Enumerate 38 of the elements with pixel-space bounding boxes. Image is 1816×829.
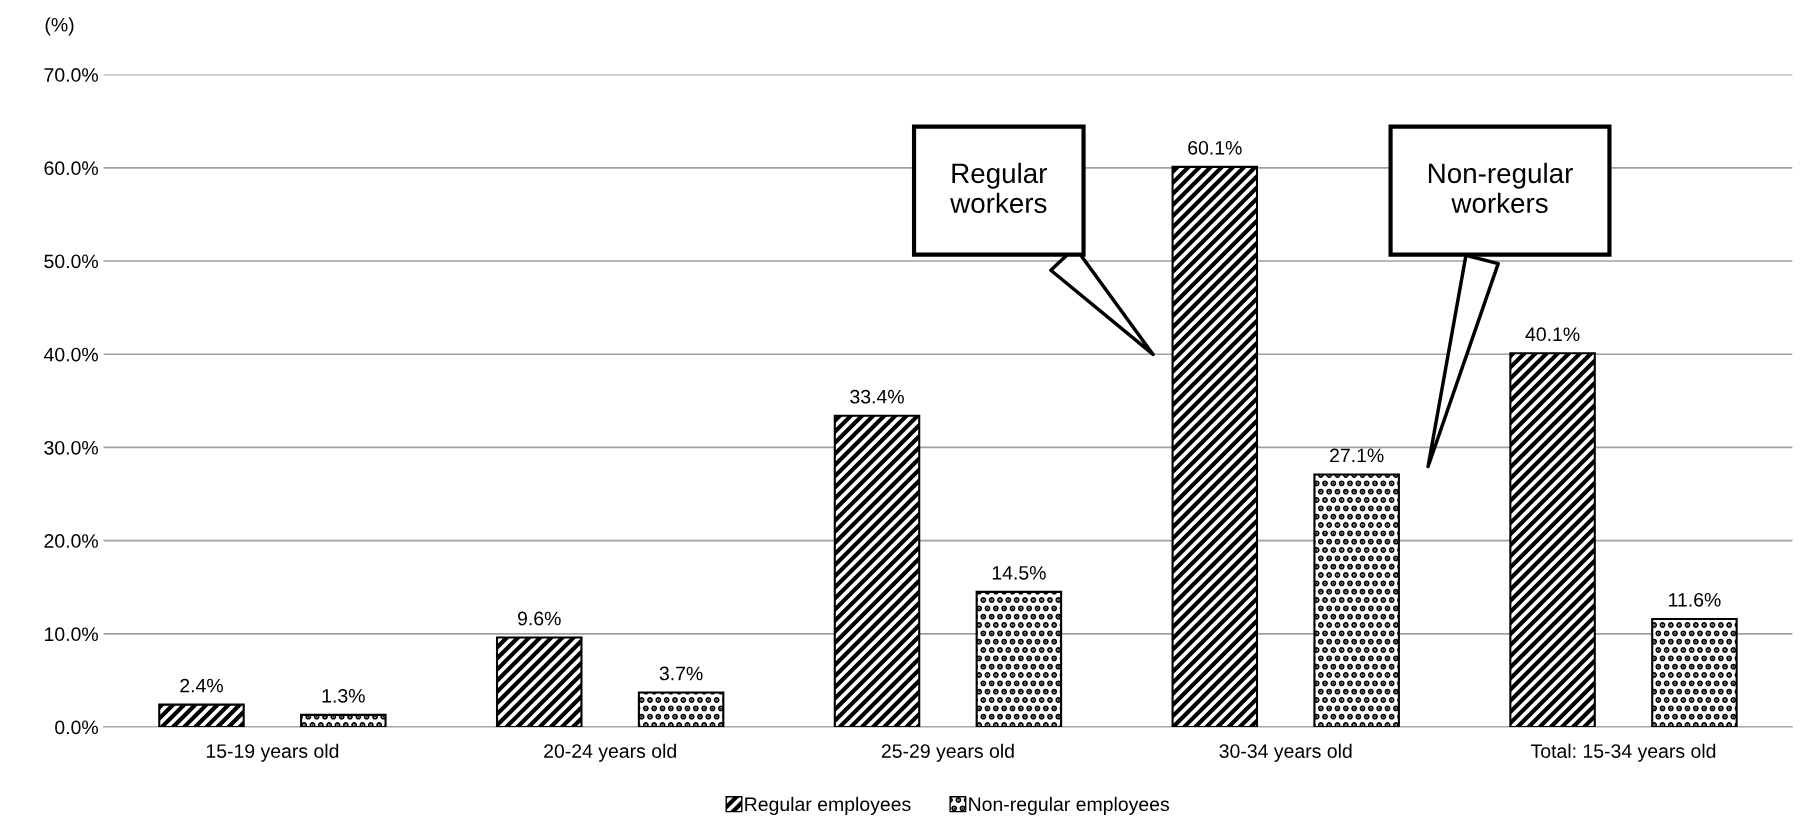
y-tick-label: 10.0% [45,627,98,642]
x-tick-label: 25-29 years old [881,743,1014,762]
y-tick-label: 50.0% [44,254,98,269]
x-tick-label: 15-19 years old [206,743,339,762]
data-label: 1.3% [322,688,365,703]
data-label: 11.6% [1669,592,1721,607]
legend-label: Non-regular employees [969,796,1170,815]
bar [158,703,245,728]
annotation: Non-regular workers [1428,162,1573,214]
bar [833,414,921,728]
bar [1171,165,1259,728]
y-axis-title: (%) [45,17,74,36]
bar [1313,473,1400,728]
bar [300,713,387,728]
x-tick-label: 30-34 years old [1219,743,1352,762]
bar [975,590,1063,728]
x-tick-label: 20-24 years old [544,743,676,762]
legend-label: Regular employees [745,796,911,815]
y-tick-label: 40.0% [43,347,98,362]
y-tick-label: 20.0% [44,534,98,548]
y-tick-label: 30.0% [44,440,98,455]
y-tick-label: 70.0% [44,68,98,82]
y-tick-label: 0.0% [55,720,98,735]
data-label: 3.7% [659,666,703,681]
bar [1651,617,1738,728]
data-label: 27.1% [1330,448,1384,463]
bar [495,636,583,728]
data-label: 40.1% [1525,327,1580,342]
data-label: 2.4% [180,678,223,693]
bar [637,691,725,728]
y-tick-label: 60.0% [44,161,98,176]
data-label: 33.4% [850,389,904,404]
annotation: Regular workers [950,162,1047,214]
data-label: 60.1% [1188,140,1242,155]
data-label: 14.5% [992,566,1046,580]
x-tick-label: Total: 15-34 years old [1531,743,1716,762]
data-label: 9.6% [518,611,561,626]
bar [1509,352,1596,728]
